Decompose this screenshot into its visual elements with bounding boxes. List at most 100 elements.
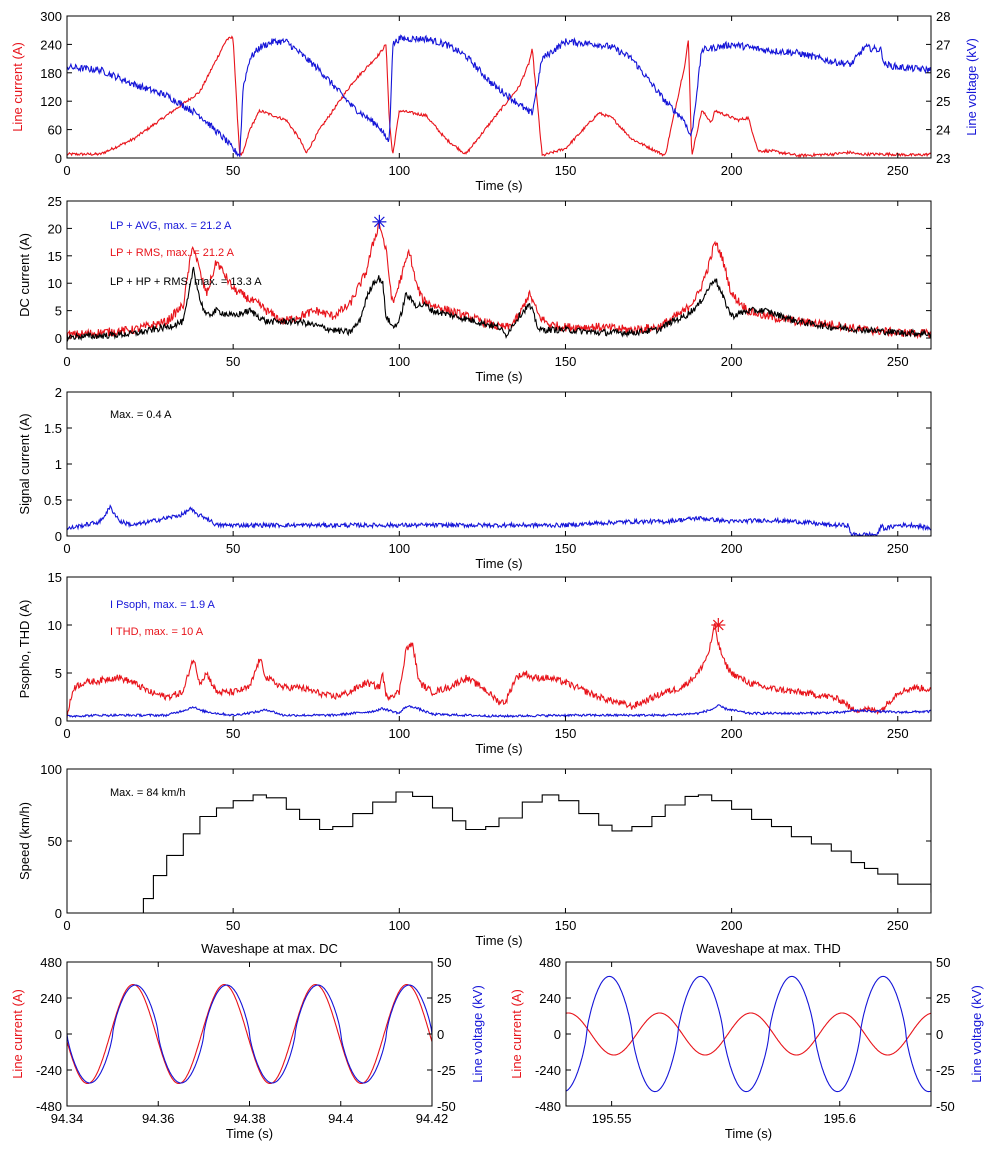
x-tick-label: 50 bbox=[226, 726, 240, 741]
x-tick-label: 195.6 bbox=[823, 1111, 856, 1126]
annotation-label: Max. = 84 km/h bbox=[110, 787, 186, 799]
y2-tick-label: -25 bbox=[437, 1063, 456, 1078]
y-tick-label: 15 bbox=[48, 249, 62, 264]
y2-tick-label: 26 bbox=[936, 66, 950, 81]
annotation-label: Max. = 0.4 A bbox=[110, 409, 172, 421]
x-tick-label: 0 bbox=[63, 918, 70, 933]
x-tick-label: 200 bbox=[721, 541, 743, 556]
y-tick-label: 10 bbox=[48, 276, 62, 291]
y-axis-label: Line current (A) bbox=[10, 989, 25, 1079]
series-red-line bbox=[566, 1013, 931, 1055]
x-tick-label: 50 bbox=[226, 541, 240, 556]
y2-tick-label: 27 bbox=[936, 37, 950, 52]
chart-p2: 0 50 100 150 200 250 0 5 10 15 20 25 Time (s) DC curr… bbox=[17, 194, 931, 384]
chart-title: Waveshape at max. THD bbox=[696, 941, 841, 956]
x-tick-label: 200 bbox=[721, 918, 743, 933]
x-tick-label: 250 bbox=[887, 726, 909, 741]
y-axis-label: Speed (km/h) bbox=[17, 802, 32, 880]
y2-axis-label: Line voltage (kV) bbox=[964, 38, 979, 136]
y-tick-label: 180 bbox=[40, 66, 62, 81]
y-tick-label: -240 bbox=[36, 1063, 62, 1078]
x-axis-label: Time (s) bbox=[475, 178, 522, 193]
x-tick-label: 150 bbox=[555, 163, 577, 178]
chart-p6: 94.34 94.36 94.38 94.4 94.42 -480 -240 0 240 480 -… bbox=[10, 941, 485, 1141]
y-tick-label: 240 bbox=[40, 991, 62, 1006]
y2-tick-label: 25 bbox=[936, 94, 950, 109]
x-tick-label: 100 bbox=[388, 354, 410, 369]
plot-frame bbox=[67, 392, 931, 536]
x-axis-label: Time (s) bbox=[725, 1126, 772, 1141]
y-tick-label: 5 bbox=[55, 304, 62, 319]
y-tick-label: 25 bbox=[48, 194, 62, 209]
y-tick-label: 240 bbox=[40, 37, 62, 52]
y2-tick-label: -50 bbox=[936, 1099, 955, 1114]
y-tick-label: 100 bbox=[40, 762, 62, 777]
y-tick-label: 15 bbox=[48, 570, 62, 585]
x-tick-label: 250 bbox=[887, 918, 909, 933]
x-tick-label: 250 bbox=[887, 541, 909, 556]
y-tick-label: -480 bbox=[535, 1099, 561, 1114]
y2-tick-label: 23 bbox=[936, 151, 950, 166]
chart-p7: 195.55 195.6-480-2400240480-50-2502550Tim… bbox=[509, 941, 984, 1141]
annotation-label: I Psoph, max. = 1.9 A bbox=[110, 599, 216, 611]
plot-frame bbox=[566, 962, 931, 1106]
y-tick-label: 120 bbox=[40, 94, 62, 109]
annotation-label: LP + HP + RMS, max. = 13.3 A bbox=[110, 276, 262, 288]
y-tick-label: -480 bbox=[36, 1099, 62, 1114]
x-tick-label: 195.55 bbox=[592, 1111, 632, 1126]
x-tick-label: 200 bbox=[721, 163, 743, 178]
y-tick-label: 240 bbox=[539, 991, 561, 1006]
x-tick-label: 50 bbox=[226, 354, 240, 369]
x-tick-label: 250 bbox=[887, 163, 909, 178]
y-tick-label: 480 bbox=[539, 955, 561, 970]
series-black-line bbox=[67, 792, 931, 913]
x-tick-label: 94.38 bbox=[233, 1111, 266, 1126]
x-tick-label: 50 bbox=[226, 918, 240, 933]
y-tick-label: 0 bbox=[55, 331, 62, 346]
y-tick-label: 5 bbox=[55, 666, 62, 681]
y-tick-label: 10 bbox=[48, 618, 62, 633]
x-tick-label: 50 bbox=[226, 163, 240, 178]
x-axis-label: Time (s) bbox=[475, 741, 522, 756]
y-tick-label: 1 bbox=[55, 457, 62, 472]
annotation-label: LP + AVG, max. = 21.2 A bbox=[110, 220, 232, 232]
y2-tick-label: 50 bbox=[936, 955, 950, 970]
y-tick-label: 0 bbox=[55, 906, 62, 921]
x-tick-label: 100 bbox=[388, 726, 410, 741]
x-tick-label: 0 bbox=[63, 541, 70, 556]
y2-tick-label: 25 bbox=[437, 991, 451, 1006]
x-tick-label: 150 bbox=[555, 918, 577, 933]
y2-tick-label: 50 bbox=[437, 955, 451, 970]
y-tick-label: 0 bbox=[55, 529, 62, 544]
max-marker bbox=[372, 215, 386, 229]
series-blue-line bbox=[67, 506, 931, 537]
y-tick-label: 60 bbox=[48, 123, 62, 138]
series-blue-line bbox=[566, 976, 931, 1091]
chart-p5: 0 50 100 150 200 250 0 50 100 Time (s) Speed (km/h… bbox=[17, 762, 931, 948]
x-tick-label: 200 bbox=[721, 354, 743, 369]
y2-tick-label: 0 bbox=[437, 1027, 444, 1042]
y-tick-label: 2 bbox=[55, 385, 62, 400]
x-tick-label: 100 bbox=[388, 918, 410, 933]
x-tick-label: 150 bbox=[555, 354, 577, 369]
x-axis-label: Time (s) bbox=[475, 369, 522, 384]
y-axis-label: Line current (A) bbox=[10, 42, 25, 132]
annotation-label: LP + RMS, max. = 21.2 A bbox=[110, 247, 235, 259]
x-tick-label: 0 bbox=[63, 354, 70, 369]
x-axis-label: Time (s) bbox=[475, 933, 522, 948]
x-axis-label: Time (s) bbox=[475, 556, 522, 571]
y2-tick-label: -25 bbox=[936, 1063, 955, 1078]
series-blue-line bbox=[67, 705, 931, 717]
annotation-label: I THD, max. = 10 A bbox=[110, 626, 204, 638]
y-tick-label: 0 bbox=[55, 1027, 62, 1042]
y-axis-label: Signal current (A) bbox=[17, 413, 32, 514]
x-axis-label: Time (s) bbox=[226, 1126, 273, 1141]
y-axis-label: Psopho, THD (A) bbox=[17, 600, 32, 699]
x-tick-label: 94.4 bbox=[328, 1111, 353, 1126]
chart-p3: 0 50 100 150 200 25000.511.52Time (s)Signal c… bbox=[17, 385, 931, 571]
y-tick-label: 300 bbox=[40, 9, 62, 24]
x-tick-label: 94.36 bbox=[142, 1111, 175, 1126]
y2-tick-label: -50 bbox=[437, 1099, 456, 1114]
y-tick-label: 20 bbox=[48, 221, 62, 236]
